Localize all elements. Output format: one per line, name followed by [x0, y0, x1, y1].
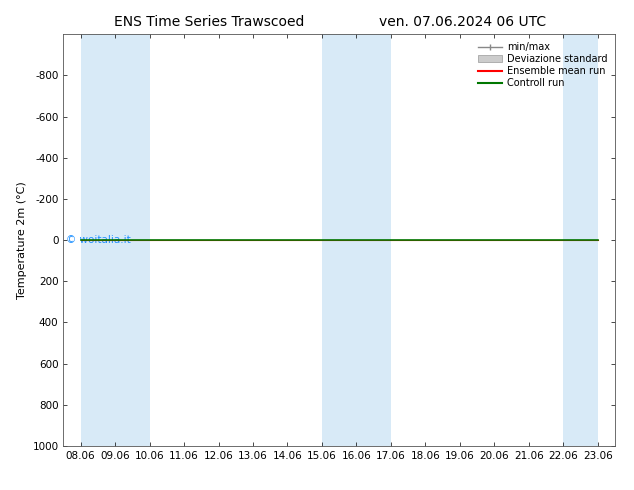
Text: ENS Time Series Trawscoed: ENS Time Series Trawscoed: [114, 15, 304, 29]
Bar: [356, 34, 391, 446]
Y-axis label: Temperature 2m (°C): Temperature 2m (°C): [17, 181, 27, 299]
Bar: [115, 34, 150, 446]
Text: ven. 07.06.2024 06 UTC: ven. 07.06.2024 06 UTC: [379, 15, 547, 29]
Bar: [563, 34, 598, 446]
Text: © woitalia.it: © woitalia.it: [66, 235, 131, 245]
Bar: [81, 34, 115, 446]
Legend: min/max, Deviazione standard, Ensemble mean run, Controll run: min/max, Deviazione standard, Ensemble m…: [475, 39, 610, 91]
Bar: [322, 34, 356, 446]
